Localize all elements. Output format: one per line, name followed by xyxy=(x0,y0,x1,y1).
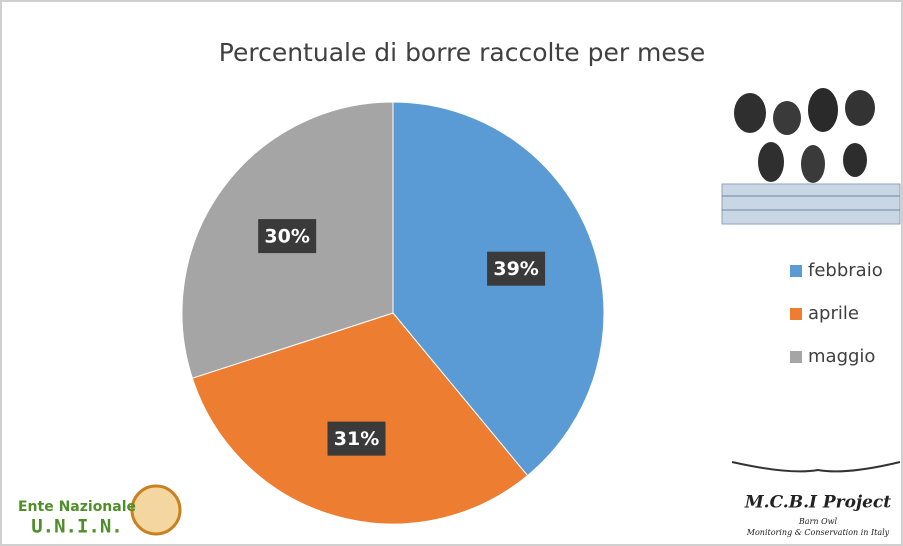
data-label: 30% xyxy=(264,226,309,248)
logo-text: Ente Nazionale xyxy=(18,499,136,515)
legend-label: maggio xyxy=(808,346,875,367)
label-box xyxy=(487,251,546,286)
data-label: 31% xyxy=(334,428,379,450)
label-box xyxy=(327,421,386,456)
legend-label: aprile xyxy=(808,303,859,324)
logo-text: Monitoring & Conservation in Italy xyxy=(746,528,890,537)
pie-slice xyxy=(191,312,529,525)
label-box xyxy=(258,219,317,254)
legend-swatch xyxy=(790,351,802,363)
chart-title: Percentuale di borre raccolte per mese xyxy=(219,38,705,67)
logo-text: M.C.B.I Project xyxy=(744,493,891,513)
legend-swatch xyxy=(790,265,802,277)
legend-swatch xyxy=(790,308,802,320)
owl-logo xyxy=(130,484,182,536)
pie-slice xyxy=(392,101,605,477)
logo-text: U.N.I.N. xyxy=(31,516,123,538)
pellet-photo xyxy=(721,88,901,225)
owl-wings xyxy=(731,461,901,473)
data-label: 39% xyxy=(493,258,538,280)
logo-text: Barn Owl xyxy=(798,517,838,526)
legend-label: febbraio xyxy=(808,260,883,281)
